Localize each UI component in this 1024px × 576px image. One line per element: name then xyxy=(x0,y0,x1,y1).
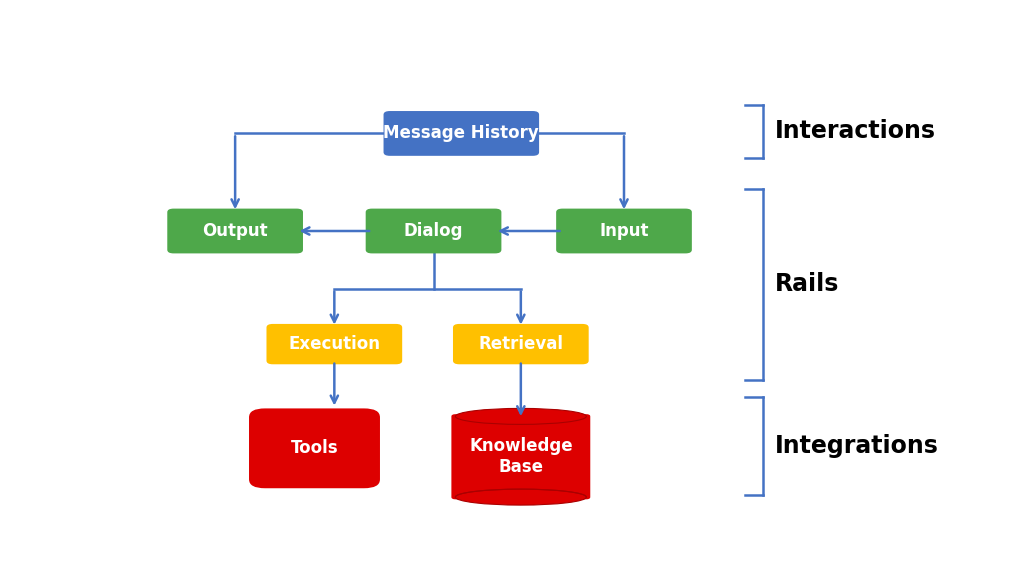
FancyBboxPatch shape xyxy=(556,209,692,253)
Text: Dialog: Dialog xyxy=(403,222,463,240)
FancyBboxPatch shape xyxy=(366,209,502,253)
Text: Execution: Execution xyxy=(289,335,380,353)
FancyBboxPatch shape xyxy=(249,408,380,488)
Text: Retrieval: Retrieval xyxy=(478,335,563,353)
FancyBboxPatch shape xyxy=(167,209,303,253)
Text: Tools: Tools xyxy=(291,439,338,457)
Text: Rails: Rails xyxy=(775,272,839,296)
Text: Output: Output xyxy=(203,222,268,240)
FancyBboxPatch shape xyxy=(452,414,590,499)
Text: Knowledge
Base: Knowledge Base xyxy=(469,437,572,476)
Text: Input: Input xyxy=(599,222,649,240)
Text: Message History: Message History xyxy=(383,124,540,142)
FancyBboxPatch shape xyxy=(453,324,589,364)
Ellipse shape xyxy=(456,408,587,425)
Text: Interactions: Interactions xyxy=(775,119,936,143)
FancyBboxPatch shape xyxy=(384,111,539,156)
Text: Integrations: Integrations xyxy=(775,434,939,458)
FancyBboxPatch shape xyxy=(266,324,402,364)
Ellipse shape xyxy=(456,489,587,505)
